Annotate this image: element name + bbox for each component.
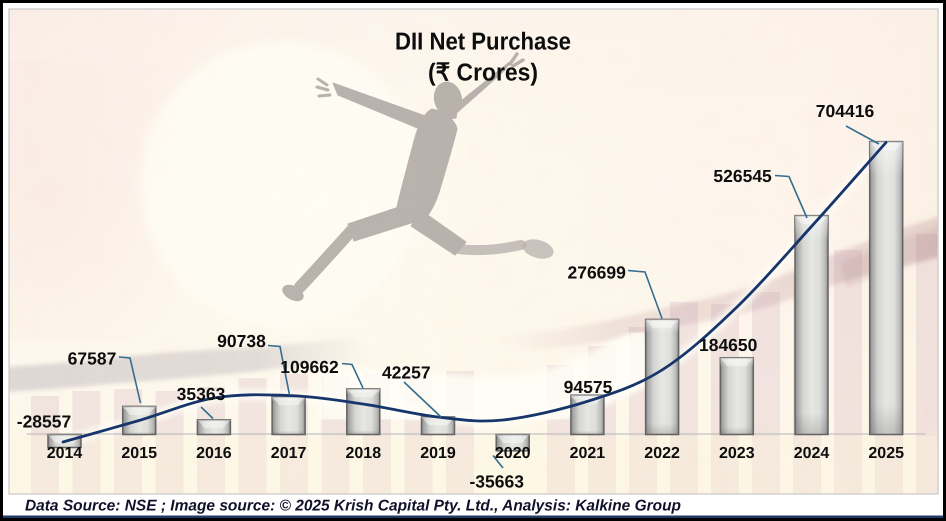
- svg-text:109662: 109662: [280, 357, 339, 377]
- svg-text:2014: 2014: [47, 445, 83, 462]
- svg-text:184650: 184650: [699, 335, 758, 355]
- svg-text:-35663: -35663: [469, 472, 524, 492]
- svg-text:2015: 2015: [121, 445, 157, 462]
- svg-text:(₹ Crores): (₹ Crores): [428, 60, 538, 87]
- svg-text:2018: 2018: [346, 445, 382, 462]
- svg-text:2019: 2019: [420, 445, 456, 462]
- svg-text:2023: 2023: [719, 445, 755, 462]
- svg-text:2024: 2024: [794, 445, 830, 462]
- svg-text:2022: 2022: [644, 445, 680, 462]
- svg-text:DII Net Purchase: DII Net Purchase: [395, 29, 571, 56]
- svg-text:2020: 2020: [495, 445, 531, 462]
- svg-text:2016: 2016: [196, 445, 232, 462]
- svg-text:67587: 67587: [68, 349, 117, 369]
- svg-text:704416: 704416: [816, 101, 875, 121]
- svg-text:Data Source: NSE ; Image sourc: Data Source: NSE ; Image source: © 2025 …: [25, 498, 681, 515]
- svg-text:90738: 90738: [217, 331, 266, 351]
- svg-text:35363: 35363: [177, 384, 226, 404]
- svg-text:276699: 276699: [567, 263, 626, 283]
- svg-text:-28557: -28557: [17, 412, 72, 432]
- svg-text:526545: 526545: [713, 166, 772, 186]
- svg-text:42257: 42257: [382, 363, 431, 383]
- svg-text:2021: 2021: [570, 445, 606, 462]
- svg-text:2017: 2017: [271, 445, 307, 462]
- svg-text:94575: 94575: [564, 377, 613, 397]
- svg-text:2025: 2025: [868, 445, 904, 462]
